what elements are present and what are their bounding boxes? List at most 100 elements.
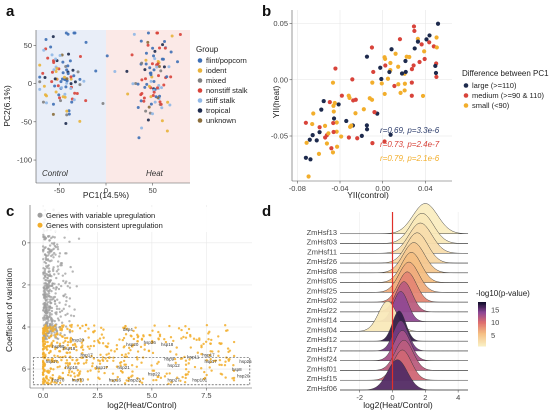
consistent-gene-point xyxy=(181,375,184,379)
consistent-gene-point xyxy=(127,379,130,383)
consistent-gene-point xyxy=(177,327,181,330)
legend-label-nonstiff: nonstiff stalk xyxy=(206,86,248,95)
y-tick-label: 4 xyxy=(22,323,26,332)
x-tick-label: 5.0 xyxy=(147,391,157,400)
variable-gene-point xyxy=(73,308,76,311)
pca-point xyxy=(46,56,50,60)
consistent-gene-point xyxy=(66,364,70,367)
pca-point xyxy=(143,85,147,89)
consistent-gene-point xyxy=(218,363,221,367)
consistent-gene-point xyxy=(202,377,206,381)
variable-gene-point xyxy=(46,286,50,289)
highlight-box xyxy=(32,357,251,386)
yii-point xyxy=(347,95,352,101)
variable-gene-point xyxy=(48,244,52,247)
yii-point xyxy=(319,107,324,112)
consistent-gene-point xyxy=(61,355,65,359)
variable-gene-point xyxy=(51,269,55,273)
yii-point xyxy=(422,49,427,54)
variable-gene-point xyxy=(59,284,63,288)
variable-gene-point xyxy=(59,315,62,318)
consistent-gene-point xyxy=(135,356,139,359)
variable-gene-point xyxy=(41,245,45,248)
pca-point xyxy=(157,65,161,69)
consistent-gene-point xyxy=(143,348,146,351)
pca-point xyxy=(51,112,55,116)
yii-point xyxy=(411,24,417,29)
yii-point xyxy=(403,69,408,75)
consistent-gene-point xyxy=(66,344,69,347)
gene-label-ZmHsf08: ZmHsf08 xyxy=(307,267,337,276)
colorbar-segment xyxy=(478,302,486,304)
pca-point xyxy=(64,85,68,89)
variable-gene-point xyxy=(55,312,58,316)
consistent-gene-point xyxy=(50,379,54,382)
consistent-gene-point xyxy=(188,358,191,361)
colorbar-segment xyxy=(478,343,486,346)
pca-point xyxy=(144,109,148,113)
consistent-gene-point xyxy=(209,360,212,364)
consistent-gene-point xyxy=(125,327,129,331)
gene-label-ZmHsf01: ZmHsf01 xyxy=(307,364,337,373)
pc1-legend: large (>=110)medium (>=90 & 110)small (<… xyxy=(463,81,544,110)
consistent-gene-point xyxy=(42,369,45,372)
variable-gene-point xyxy=(68,331,72,334)
consistent-gene-point xyxy=(136,350,140,353)
pca-point xyxy=(147,84,151,88)
gene-label-ZmHsf15: ZmHsf15 xyxy=(307,374,337,383)
consistent-gene-point xyxy=(200,352,203,356)
colorbar-segment xyxy=(478,319,486,322)
consistent-gene-point xyxy=(217,354,220,358)
consistent-gene-point xyxy=(53,381,56,384)
cv-points xyxy=(41,208,236,385)
consistent-gene-point xyxy=(69,336,73,340)
variable-gene-point xyxy=(57,319,61,322)
variable-gene-point xyxy=(46,276,49,280)
panel-b: -0.08 -0.04 0.00 0.04 0.05 0.00 -0.05 YII(cont… xyxy=(271,10,549,200)
variable-gene-point xyxy=(47,264,50,267)
pca-point xyxy=(63,75,67,79)
x-tick-label: 0.00 xyxy=(375,184,390,193)
variable-gene-point xyxy=(46,301,50,304)
colorbar-title: -log10(p-value) xyxy=(476,289,530,298)
gene-label-ZmHsf13: ZmHsf13 xyxy=(307,228,337,237)
consistent-gene-point xyxy=(56,355,59,358)
variable-gene-point xyxy=(45,321,48,324)
consistent-gene-point xyxy=(62,348,65,351)
gene-label: hsp90 xyxy=(52,344,65,349)
consistent-gene-point xyxy=(41,366,45,370)
pca-point xyxy=(165,75,169,79)
ridge-ZmHsf11 xyxy=(339,222,469,254)
pca-point xyxy=(84,99,88,103)
variable-gene-point xyxy=(66,284,69,288)
consistent-gene-point xyxy=(120,353,124,357)
consistent-gene-point xyxy=(127,376,131,380)
consistent-gene-point xyxy=(151,351,155,355)
consistent-gene-point xyxy=(86,345,90,348)
variable-gene-point xyxy=(75,285,78,288)
pca-point xyxy=(50,80,54,84)
variable-gene-point xyxy=(49,295,53,299)
variable-gene-point xyxy=(59,262,63,265)
pca-point xyxy=(78,119,82,123)
yii-point xyxy=(310,121,315,127)
consistent-gene-point xyxy=(136,340,139,343)
consistent-gene-point xyxy=(227,359,231,362)
consistent-gene-point xyxy=(48,345,51,348)
y-tick-label: 0.05 xyxy=(273,19,288,28)
ridge-ZmHsf13 xyxy=(339,203,469,235)
consistent-gene-point xyxy=(189,346,192,349)
pca-point xyxy=(59,80,63,84)
pca-point xyxy=(44,38,48,42)
consistent-gene-point xyxy=(43,364,46,367)
variable-gene-point xyxy=(44,258,48,262)
yii-point xyxy=(409,67,415,72)
variable-gene-point xyxy=(58,255,61,258)
consistent-gene-point xyxy=(66,340,70,344)
consistent-gene-point xyxy=(157,375,160,378)
pca-point xyxy=(54,90,58,94)
pca-point xyxy=(61,71,65,75)
consistent-gene-point xyxy=(56,341,59,344)
